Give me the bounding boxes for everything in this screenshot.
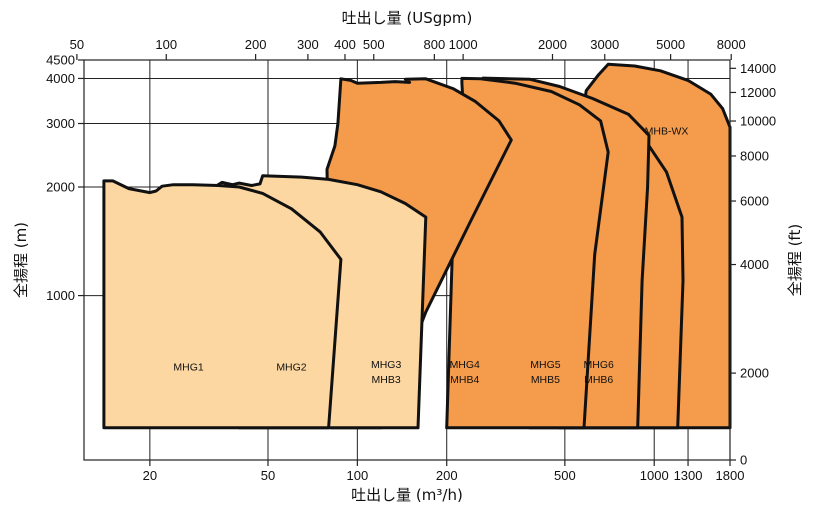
x-tick-label: 1300 (674, 468, 703, 483)
top-tick-label: 100 (155, 37, 177, 52)
top-tick-label: 8000 (717, 37, 746, 52)
region-label-mhg1: MHG1 (173, 361, 203, 373)
y-axis-title: 全揚程 (m) (12, 222, 30, 298)
top-tick-label: 5000 (656, 37, 685, 52)
top-tick-label: 3000 (590, 37, 619, 52)
region-label-mhg5-mhb5: MHB5 (531, 374, 560, 386)
right-tick-label: 12000 (740, 85, 776, 100)
y-tick-label: 1000 (46, 288, 75, 303)
top-tick-label: 50 (70, 37, 84, 52)
region-label-mhb-wx: MHB-WX (645, 125, 689, 137)
region-label-mhg5-mhb5: MHG5 (530, 359, 560, 371)
top-tick-label: 800 (423, 37, 445, 52)
x-axis-title: 吐出し量 (m³/h) (351, 486, 463, 504)
right-tick-label: 10000 (740, 114, 776, 129)
x-tick-label: 20 (143, 468, 157, 483)
top-tick-label: 1000 (449, 37, 478, 52)
top-tick-label: 300 (297, 37, 319, 52)
top-axis-title: 吐出し量 (USgpm) (342, 9, 473, 27)
region-label-mhg2: MHG2 (276, 361, 306, 373)
x-tick-label: 500 (554, 468, 576, 483)
right-axis-title: 全揚程 (ft) (786, 224, 804, 296)
plot-frame (83, 59, 731, 461)
right-tick-label: 4000 (740, 257, 769, 272)
region-label-mhg3-mhb3: MHB3 (372, 374, 401, 386)
y-tick-label: 2000 (46, 180, 75, 195)
tick-layer: 20 50 100 200 500 1000 1300 1800100020003000400… (46, 37, 776, 483)
region-label-mhg4-mhb4: MHB4 (450, 374, 479, 386)
top-tick-label: 200 (245, 37, 267, 52)
y-tick-label: 4000 (46, 71, 75, 86)
right-tick-label: 6000 (740, 194, 769, 209)
region-mhg1 (102, 179, 343, 430)
region-label-mhg3-mhb3: MHG3 (371, 359, 401, 371)
x-tick-label: 100 (347, 468, 369, 483)
region-label-mhg6-mhb6: MHB6 (584, 374, 613, 386)
region-layer (102, 62, 732, 430)
y-tick-label: 4500 (46, 53, 75, 68)
top-tick-label: 500 (363, 37, 385, 52)
right-tick-label: 8000 (740, 148, 769, 163)
y-tick-label: 3000 (46, 116, 75, 131)
top-tick-label: 400 (334, 37, 356, 52)
top-tick-label: 2000 (538, 37, 567, 52)
region-label-layer: MHB-WX MHG6 MHB6 MHG5 MHB5 MHG4 MHB4 MHG3 MHB3 MH… (173, 125, 688, 386)
right-tick-label: 14000 (740, 61, 776, 76)
x-tick-label: 1000 (640, 468, 669, 483)
x-tick-label: 200 (436, 468, 458, 483)
region-label-mhg6-mhb6: MHG6 (584, 359, 614, 371)
region-label-mhg4-mhb4: MHG4 (450, 359, 480, 371)
x-tick-label: 1800 (716, 468, 745, 483)
right-tick-label: 0 (740, 453, 747, 468)
right-tick-label: 2000 (740, 366, 769, 381)
x-tick-label: 50 (261, 468, 275, 483)
